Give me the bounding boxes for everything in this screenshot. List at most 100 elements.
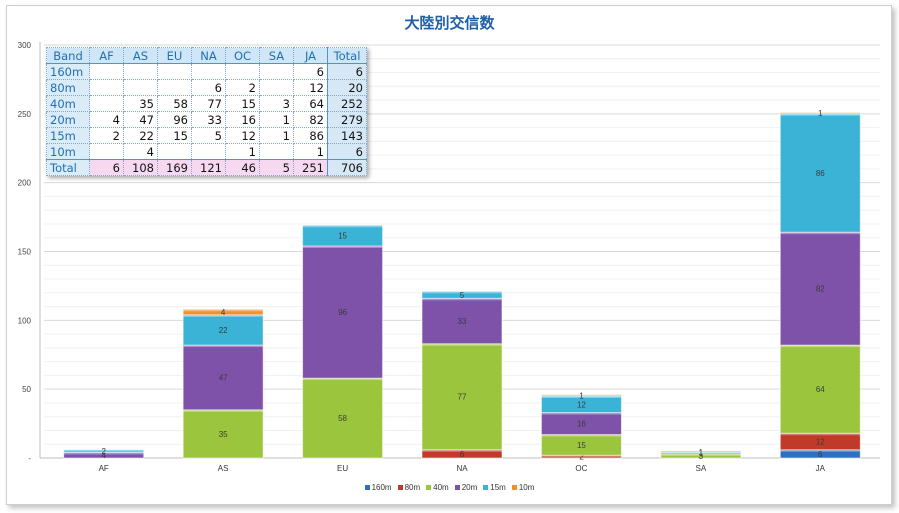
table-cell [259, 143, 294, 160]
table-cell: 35 [123, 95, 158, 112]
table-cell: 10m [46, 143, 90, 160]
bar-data-label: 4 [221, 308, 226, 317]
table-cell: 121 [191, 159, 226, 176]
bar-segment-highlight [541, 455, 622, 458]
table-row: 160m 6 6 [46, 63, 367, 80]
bar-data-label: 35 [219, 430, 228, 439]
table-cell [89, 143, 124, 160]
bar-segment [302, 377, 384, 459]
legend-label: 20m [461, 483, 478, 492]
bar-data-label: 64 [816, 385, 825, 394]
bar-segment [779, 113, 861, 233]
legend-swatch [426, 485, 432, 491]
bar-segment-highlight [541, 396, 622, 399]
table-cell: JA [293, 47, 328, 64]
y-tick-label: 250 [18, 110, 32, 119]
legend-swatch [454, 485, 460, 491]
bar-segment [63, 449, 145, 453]
bar-data-label: 15 [577, 441, 586, 450]
table-cell: 252 [327, 95, 367, 112]
table-cell: 5 [259, 159, 294, 176]
bar-segment-highlight [183, 409, 264, 412]
bar-data-label: 47 [219, 373, 228, 382]
table-cell: 160m [46, 63, 90, 80]
bar-segment [779, 231, 861, 346]
table-cell: 58 [157, 95, 192, 112]
bar-data-label: 1 [818, 109, 823, 118]
table-cell: 3 [259, 95, 294, 112]
chart-legend: 160m 80m 40m 20m 15m 10m [0, 483, 899, 492]
bar-segment [660, 450, 742, 453]
table-cell: 1 [225, 143, 260, 160]
bar-segment-highlight [302, 378, 383, 381]
table-cell: 6 [191, 79, 226, 96]
table-cell: 2 [225, 79, 260, 96]
bar-segment [302, 224, 384, 247]
table-cell: 706 [327, 159, 367, 176]
y-tick-label: - [28, 454, 31, 463]
table-cell: 4 [123, 143, 158, 160]
table-cell [191, 143, 226, 160]
table-cell [259, 79, 294, 96]
legend-item: 40m [426, 483, 449, 492]
table-cell [89, 79, 124, 96]
x-tick-label: AF [99, 464, 109, 473]
table-cell: Total [327, 47, 367, 64]
table-total-row: Total 6 108 169 121 46 5 251 706 [46, 159, 367, 176]
table-cell: 6 [89, 159, 124, 176]
bar-data-label: 77 [458, 393, 467, 402]
table-cell: OC [225, 47, 260, 64]
bar-data-label: 1 [579, 391, 584, 400]
bar-data-label: 1 [699, 449, 704, 458]
table-cell: Band [46, 47, 90, 64]
table-cell: 20 [327, 79, 367, 96]
bar-data-label: 82 [816, 285, 825, 294]
y-tick-label: 50 [22, 385, 31, 394]
legend-label: 10m [518, 483, 535, 492]
table-row: 80m 6 2 12 20 [46, 79, 367, 96]
table-cell [123, 79, 158, 96]
table-row: 40m 35 58 77 15 3 64 252 [46, 95, 367, 112]
y-tick-label: 150 [18, 248, 32, 257]
table-cell: 86 [293, 127, 328, 144]
x-tick-label: OC [575, 464, 587, 473]
table-cell [157, 79, 192, 96]
table-cell: 80m [46, 79, 90, 96]
bar-segment-highlight [780, 449, 861, 452]
bar-data-label: 58 [338, 414, 347, 423]
table-cell: 33 [191, 111, 226, 128]
y-tick-label: 200 [18, 179, 32, 188]
bar-segment-highlight [422, 298, 502, 301]
table-cell: 251 [293, 159, 328, 176]
table-cell: 64 [293, 95, 328, 112]
bar-segment-highlight [183, 314, 264, 317]
legend-swatch [397, 485, 403, 491]
table-row: 20m 4 47 96 33 16 1 82 279 [46, 111, 367, 128]
table-cell: 6 [327, 63, 367, 80]
table-cell: SA [259, 47, 294, 64]
legend-swatch [483, 485, 489, 491]
bar-segment-highlight [302, 225, 383, 228]
y-tick-label: 100 [18, 316, 32, 325]
bar-segment [182, 344, 264, 411]
bar-segment-highlight [422, 449, 502, 452]
bar-segment-highlight [63, 449, 144, 452]
bar-segment-highlight [660, 451, 741, 453]
bar-data-label: 15 [338, 232, 347, 241]
bar-segment [421, 290, 503, 299]
chart-title: 大陸別交信数 [404, 14, 495, 32]
data-table: Band AF AS EU NA OC SA JA Total 160m 6 6 80m 6 2 12 20 40… [46, 47, 367, 176]
x-tick-label: JA [816, 464, 826, 473]
table-cell: 22 [123, 127, 158, 144]
table-cell [89, 95, 124, 112]
bar-segment [182, 409, 264, 459]
bar-segment [182, 314, 264, 346]
bar-segment-highlight [183, 345, 264, 348]
legend-label: 160m [371, 483, 392, 492]
bar-data-label: 22 [219, 326, 228, 335]
x-tick-label: NA [456, 464, 468, 473]
table-cell: 279 [327, 111, 367, 128]
table-cell: AF [89, 47, 124, 64]
bar-segment-highlight [302, 245, 383, 248]
bar-segment [779, 344, 861, 434]
